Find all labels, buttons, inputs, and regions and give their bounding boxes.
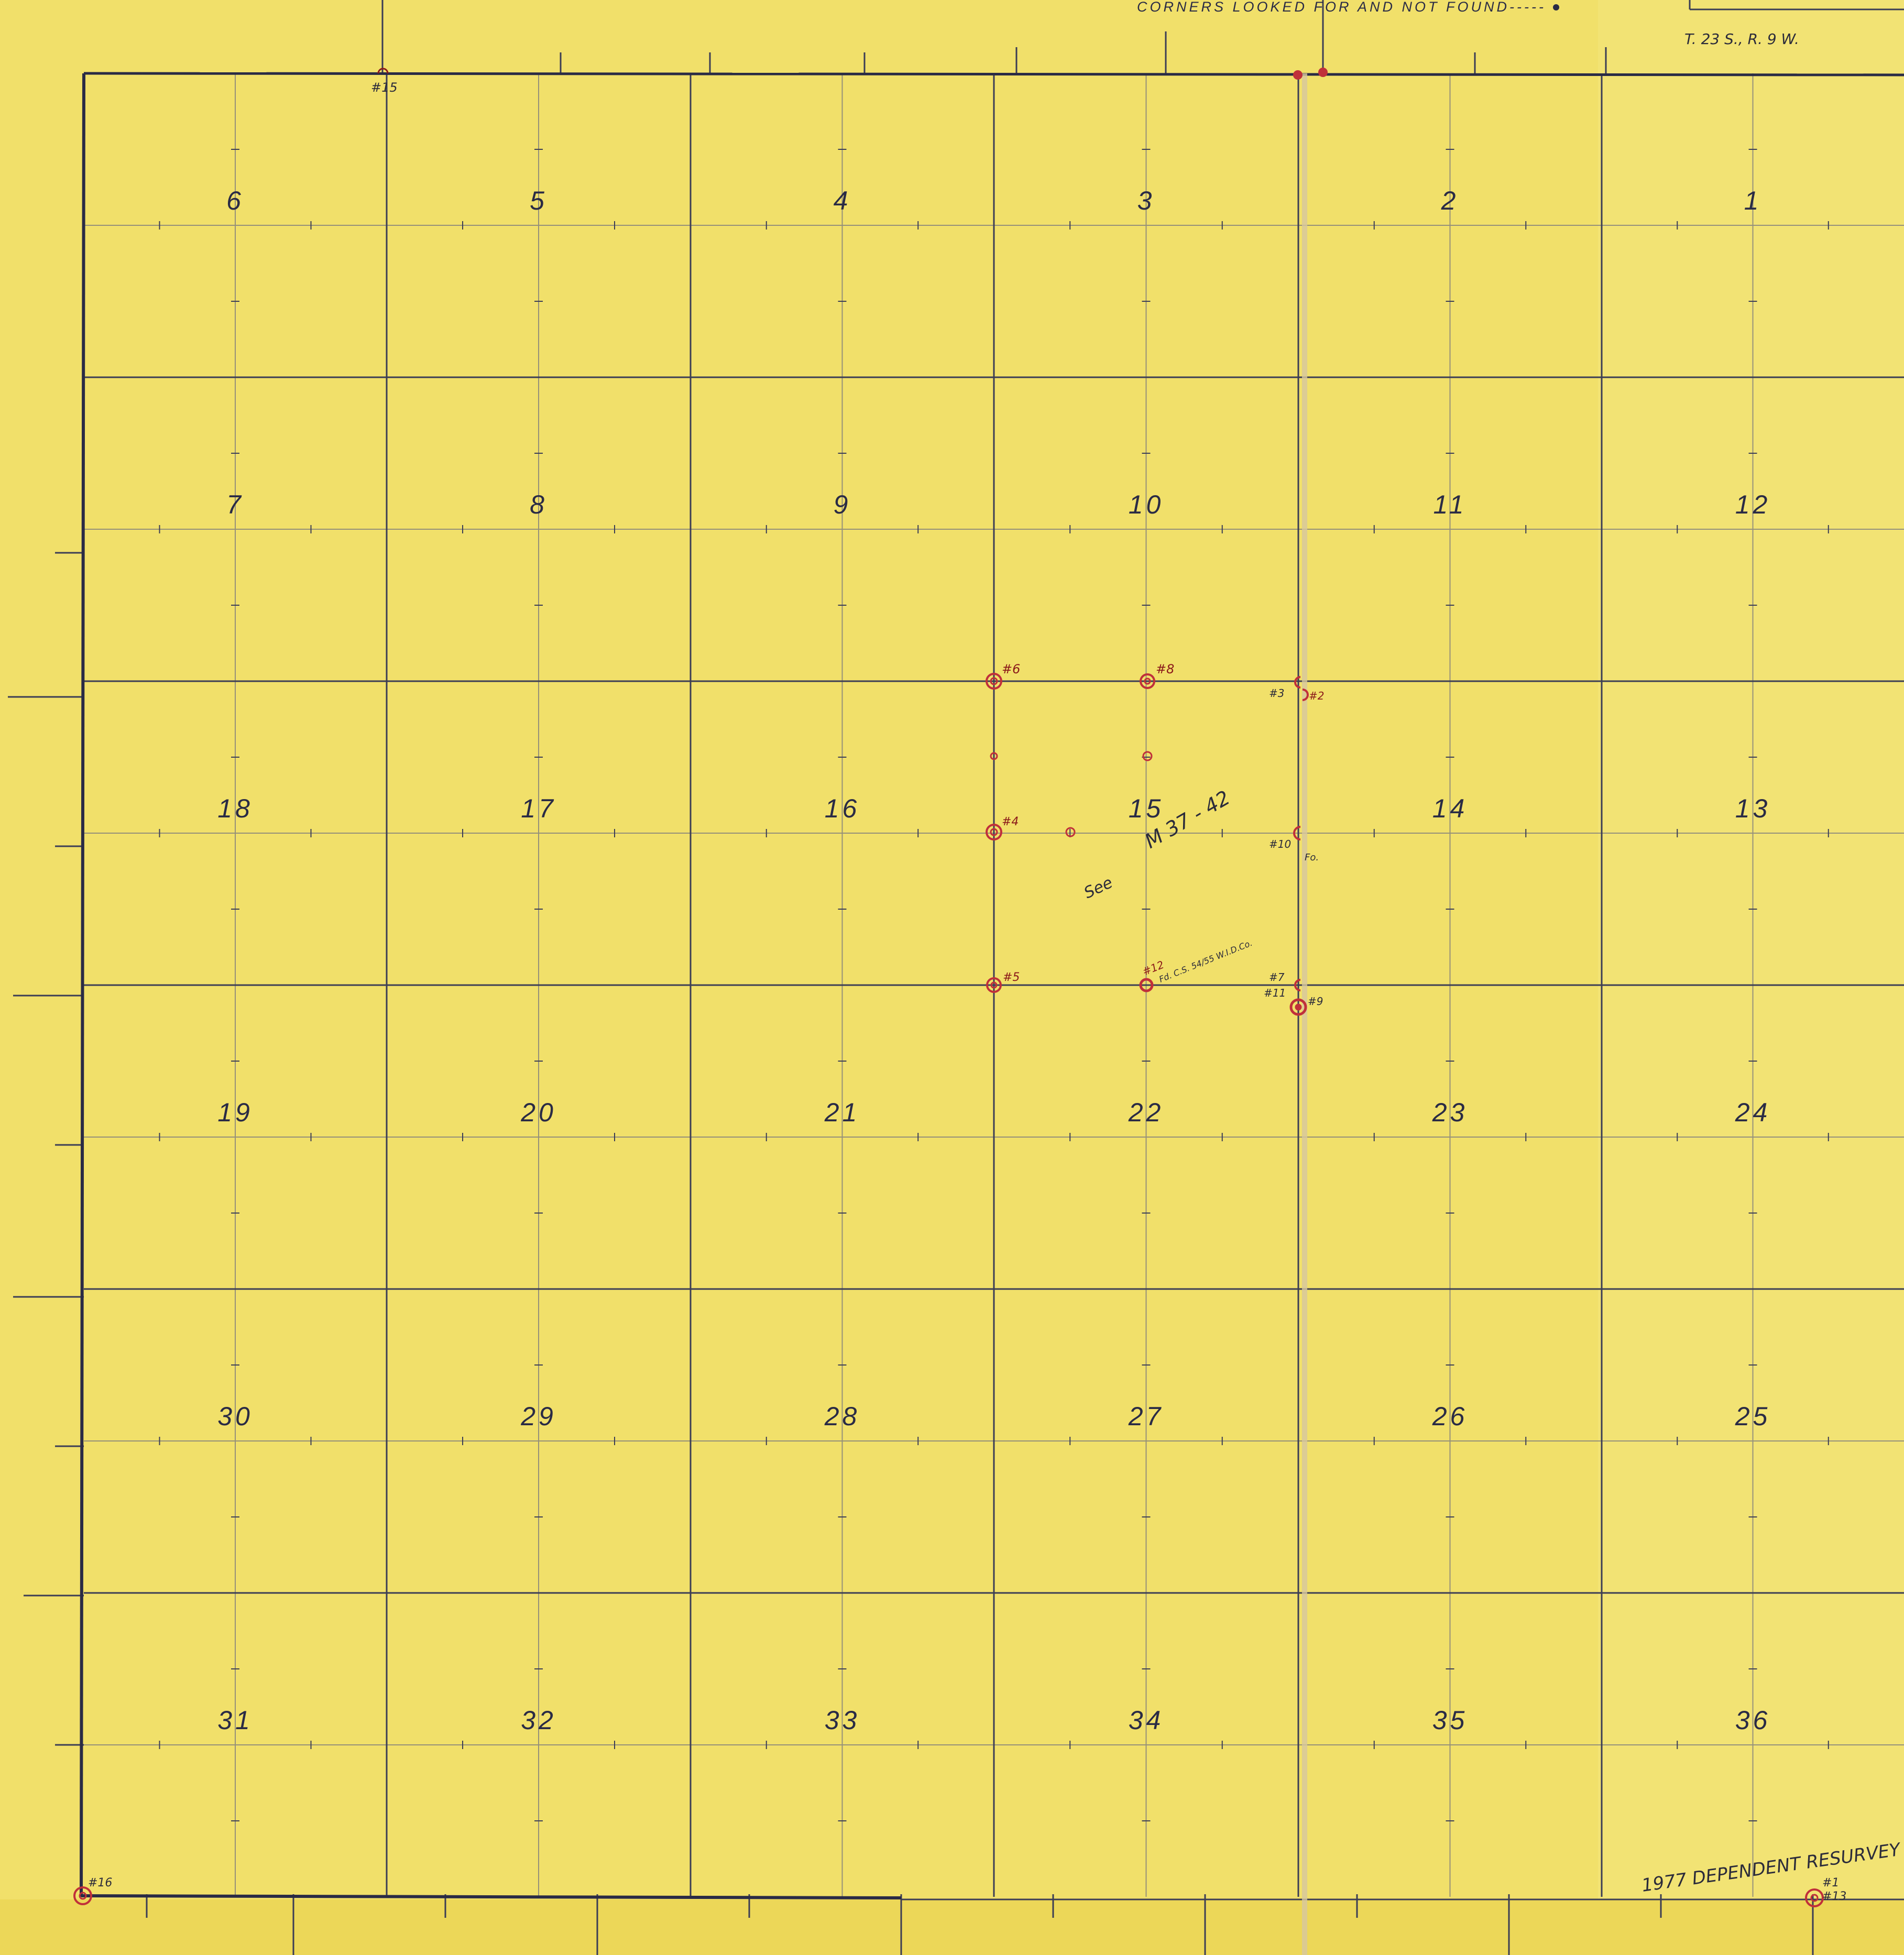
section-number-32: 32: [521, 1706, 556, 1735]
corner-label-16: #16: [88, 1876, 112, 1890]
corner-marker-1-13: [1805, 1888, 1824, 1907]
section-number-5: 5: [530, 186, 548, 215]
section-number-30: 30: [217, 1402, 253, 1431]
section-number-28: 28: [824, 1402, 860, 1431]
corner-marker-8: [1140, 673, 1155, 689]
corner-marker-4: [986, 824, 1002, 840]
corner-marker-top-a: [1293, 70, 1303, 80]
section-number-11: 11: [1434, 490, 1467, 519]
section-number-14: 14: [1432, 794, 1468, 823]
paper-bottom-strip: [0, 1899, 1904, 1955]
corner-marker-5: [986, 977, 1002, 993]
section-number-16: 16: [825, 794, 860, 823]
section-number-4: 4: [834, 186, 851, 215]
corner-marker-12: [1139, 978, 1154, 992]
section-number-2: 2: [1441, 186, 1459, 215]
township-border: [80, 72, 1904, 1899]
section-number-18: 18: [217, 794, 253, 823]
section-number-9: 9: [834, 490, 851, 519]
corner-markers: [73, 68, 1824, 1907]
section-lines: [84, 73, 1904, 1897]
corner-marker-15: [377, 68, 389, 74]
section-number-29: 29: [520, 1402, 556, 1431]
left-margin-ticks: [8, 552, 84, 1746]
corner-marker-9: [1289, 998, 1307, 1016]
corner-label-11: #11: [1264, 987, 1286, 999]
corner-label-4: #4: [1002, 815, 1019, 828]
section-number-6: 6: [226, 186, 244, 215]
corner-label-5: #5: [1003, 971, 1020, 984]
section-number-31: 31: [217, 1706, 253, 1735]
sixteenth-tick-marks: [159, 149, 1829, 1821]
corner-marker-10: [1293, 826, 1301, 840]
section-number-13: 13: [1735, 794, 1771, 823]
section-number-25: 25: [1735, 1402, 1771, 1431]
section-number-35: 35: [1432, 1706, 1468, 1735]
section-number-3: 3: [1137, 186, 1155, 215]
corner-marker-6: [986, 673, 1002, 690]
corner-marker-3-2: [1294, 676, 1309, 701]
corner-label-1: #1: [1822, 1876, 1839, 1890]
section-number-24: 24: [1735, 1098, 1771, 1127]
section-number-8: 8: [530, 490, 548, 519]
bottom-margin-ticks: [146, 1894, 1904, 1955]
corner-marker-small-c: [1065, 827, 1076, 837]
section-number-23: 23: [1432, 1098, 1468, 1127]
section-number-19: 19: [217, 1098, 253, 1127]
section-number-17: 17: [521, 794, 556, 823]
corner-label-9: #9: [1308, 995, 1323, 1008]
corner-label-10: #10: [1269, 838, 1291, 850]
section-number-20: 20: [520, 1098, 556, 1127]
corner-label-7: #7: [1269, 971, 1285, 984]
section-number-34: 34: [1129, 1706, 1164, 1735]
corner-label-13: #13: [1822, 1890, 1846, 1903]
section-number-27: 27: [1128, 1402, 1164, 1431]
corner-marker-top-b: [1318, 68, 1328, 77]
section-number-22: 22: [1128, 1098, 1164, 1127]
corner-label-6: #6: [1002, 662, 1020, 676]
section-number-7: 7: [226, 490, 244, 519]
section-number-26: 26: [1432, 1402, 1468, 1431]
corner-label-3: #3: [1269, 687, 1284, 700]
corner-label-8: #8: [1156, 662, 1174, 676]
corner-marker-7: [1294, 979, 1301, 991]
top-margin-ticks: [381, 0, 1904, 73]
corner-marker-small-a: [990, 752, 998, 760]
section-number-12: 12: [1735, 490, 1771, 519]
section-number-15: 15: [1129, 794, 1164, 823]
township-label: T. 23 S., R. 9 W.: [1684, 30, 1799, 48]
section-number-21: 21: [824, 1098, 860, 1127]
legend-dot-icon: [1553, 4, 1559, 10]
corner-label-2: #2: [1309, 690, 1324, 702]
section-number-36: 36: [1735, 1706, 1771, 1735]
corner-marker-16: [73, 1886, 92, 1905]
paper-right-strip: [1598, 0, 1904, 1955]
section-number-10: 10: [1129, 490, 1164, 519]
section-number-1: 1: [1744, 186, 1762, 215]
corner-label-15: #15: [371, 80, 398, 95]
fo-note: Fo.: [1305, 852, 1319, 863]
corner-marker-small-b: [1142, 751, 1153, 761]
legend-not-found: CORNERS LOOKED FOR AND NOT FOUND-----: [1137, 0, 1546, 15]
section-number-33: 33: [825, 1706, 860, 1735]
